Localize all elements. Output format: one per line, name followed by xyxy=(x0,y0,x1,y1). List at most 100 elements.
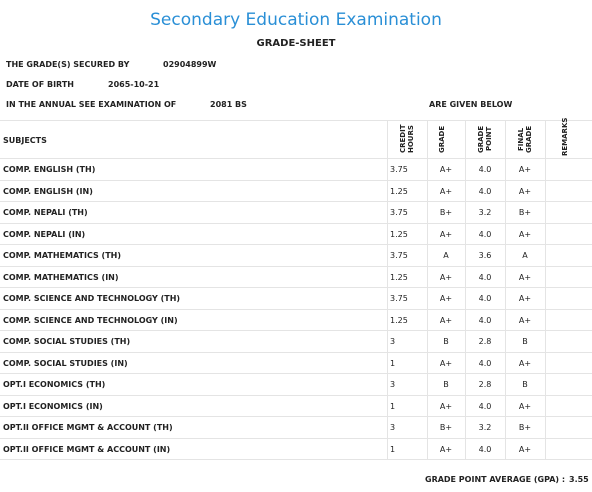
info-value: 2081 BS xyxy=(210,100,247,109)
rule xyxy=(0,201,592,202)
col-header: REMARKS xyxy=(560,117,569,156)
cell: 1.25 xyxy=(390,186,408,196)
cell: 4.0 xyxy=(478,444,492,454)
gpa-value: 3.55 xyxy=(569,475,589,484)
cell: B xyxy=(443,337,449,346)
info-label: THE GRADE(S) SECURED BY xyxy=(6,60,130,69)
cell: 4.0 xyxy=(478,358,492,368)
cell: B xyxy=(522,337,528,346)
cell: A+ xyxy=(439,444,453,454)
cell: A+ xyxy=(439,401,453,411)
cell: 2.8 xyxy=(478,380,492,389)
cell: A+ xyxy=(439,186,453,196)
col-header: GRADE xyxy=(438,125,446,153)
subject: COMP. SOCIAL STUDIES (IN) xyxy=(3,358,128,368)
cell: A+ xyxy=(439,294,453,303)
leader xyxy=(516,100,530,108)
rule xyxy=(0,287,592,288)
col-header: SUBJECTS xyxy=(3,136,47,145)
subject: COMP. MATHEMATICS (TH) xyxy=(3,251,121,260)
info-value: 02904899W xyxy=(163,60,217,69)
rule xyxy=(0,179,592,181)
rule xyxy=(465,120,466,459)
subject: COMP. ENGLISH (IN) xyxy=(3,186,93,196)
cell: 4.0 xyxy=(478,272,492,282)
cell: A xyxy=(522,251,528,260)
cell: B xyxy=(443,380,449,389)
col-header: CREDIT HOURS xyxy=(399,124,415,154)
cell: 1 xyxy=(390,444,396,454)
cell: 4.0 xyxy=(478,315,492,325)
cell: A+ xyxy=(518,165,532,174)
subject: COMP. SOCIAL STUDIES (TH) xyxy=(3,337,131,346)
cell: A+ xyxy=(439,358,453,368)
cell: 3.75 xyxy=(390,294,408,303)
rule xyxy=(0,437,592,439)
cell: B xyxy=(522,380,528,389)
rule xyxy=(387,120,388,459)
col-header: GRADE POINT xyxy=(477,125,493,153)
cell: 1.25 xyxy=(390,272,408,282)
rule xyxy=(0,394,592,396)
gpa-label: GRADE POINT AVERAGE (GPA) : xyxy=(425,475,566,484)
rule xyxy=(427,120,428,459)
rule xyxy=(0,351,592,353)
leader xyxy=(220,60,532,68)
cell: A+ xyxy=(439,272,453,282)
cell: 3 xyxy=(390,337,396,346)
subject: OPT.II OFFICE MGMT & ACCOUNT (TH) xyxy=(3,423,173,432)
info-value: 2065-10-21 xyxy=(108,80,160,89)
rule xyxy=(0,222,592,224)
cell: B+ xyxy=(518,208,532,217)
cell: 3 xyxy=(390,380,396,389)
info-label: IN THE ANNUAL SEE EXAMINATION OF xyxy=(6,100,177,109)
leader xyxy=(131,60,159,68)
rule xyxy=(545,120,546,459)
rule xyxy=(0,120,592,121)
cell: A+ xyxy=(518,186,532,196)
cell: 4.0 xyxy=(478,186,492,196)
subject: COMP. SCIENCE AND TECHNOLOGY (TH) xyxy=(3,294,181,303)
cell: 4.0 xyxy=(478,229,492,239)
subject: COMP. NEPALI (TH) xyxy=(3,208,88,217)
col-header: FINAL GRADE xyxy=(517,125,533,153)
cell: 1 xyxy=(390,358,396,368)
cell: 3 xyxy=(390,423,396,432)
cell: B+ xyxy=(439,423,453,432)
cell: A xyxy=(443,251,449,260)
subject: OPT.I ECONOMICS (TH) xyxy=(3,380,106,389)
cell: 3.2 xyxy=(478,423,492,432)
leader xyxy=(178,100,206,108)
subject: COMP. MATHEMATICS (IN) xyxy=(3,272,119,282)
cell: A+ xyxy=(518,358,532,368)
rule xyxy=(0,416,592,417)
rule xyxy=(505,120,506,459)
cell: 1.25 xyxy=(390,229,408,239)
subtitle: GRADE-SHEET xyxy=(256,38,336,49)
cell: 3.6 xyxy=(478,251,492,260)
cell: 1.25 xyxy=(390,315,408,325)
cell: B+ xyxy=(439,208,453,217)
cell: A+ xyxy=(518,272,532,282)
cell: A+ xyxy=(439,229,453,239)
leader xyxy=(163,80,522,88)
cell: 3.75 xyxy=(390,208,408,217)
subject: COMP. NEPALI (IN) xyxy=(3,229,86,239)
cell: 2.8 xyxy=(478,337,492,346)
subject: OPT.II OFFICE MGMT & ACCOUNT (IN) xyxy=(3,444,171,454)
subject: OPT.I ECONOMICS (IN) xyxy=(3,401,103,411)
cell: 4.0 xyxy=(478,401,492,411)
cell: A+ xyxy=(518,401,532,411)
cell: A+ xyxy=(518,229,532,239)
cell: A+ xyxy=(518,444,532,454)
cell: B+ xyxy=(518,423,532,432)
leader xyxy=(251,100,425,108)
leader xyxy=(76,80,104,88)
cell: 3.75 xyxy=(390,251,408,260)
info-label: DATE OF BIRTH xyxy=(6,80,74,89)
subject: COMP. SCIENCE AND TECHNOLOGY (IN) xyxy=(3,315,178,325)
cell: A+ xyxy=(439,315,453,325)
rule xyxy=(0,244,592,245)
rule xyxy=(0,330,592,331)
